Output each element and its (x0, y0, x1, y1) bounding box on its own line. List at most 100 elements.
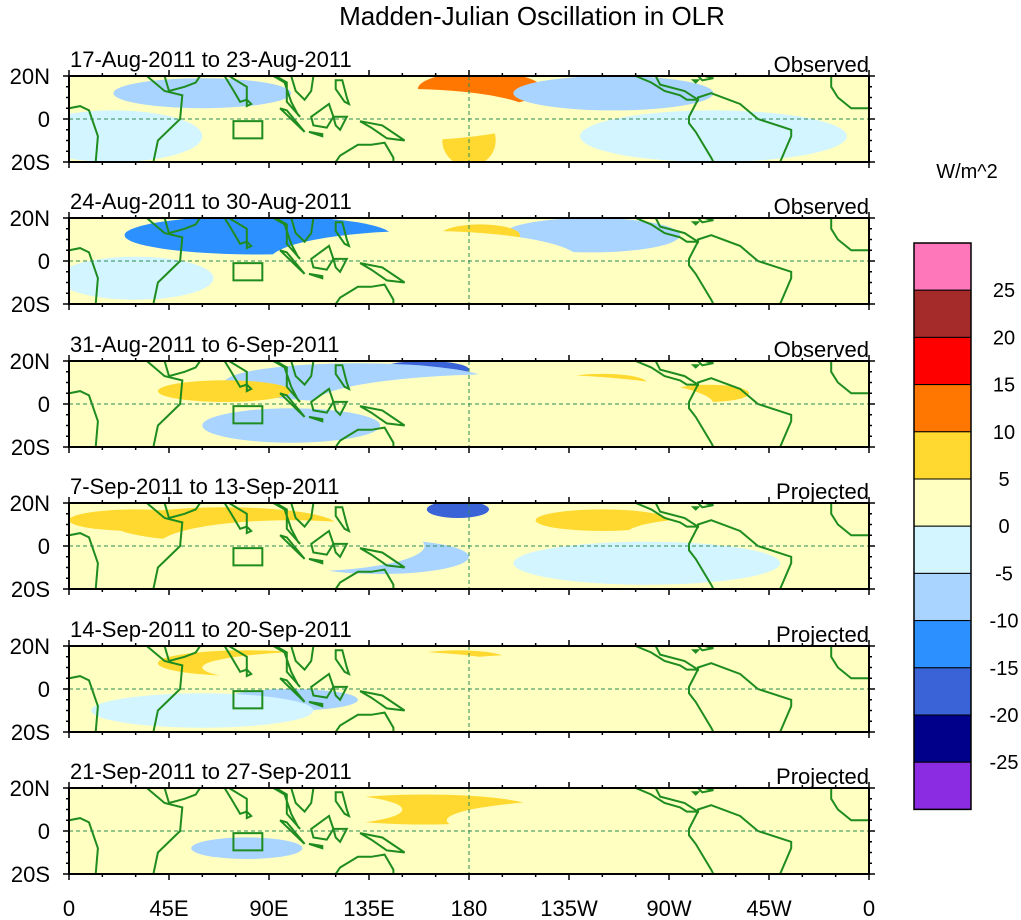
olr-field (69, 218, 869, 304)
coastline (696, 218, 714, 224)
lat-tick-label: 0 (38, 392, 50, 417)
coastline (279, 819, 306, 845)
region-box (232, 832, 264, 852)
coastline (264, 218, 301, 260)
region-box (232, 262, 264, 282)
lon-tick-label: 0 (863, 896, 875, 920)
coastline (635, 361, 793, 447)
anomaly-region (646, 261, 825, 304)
colorbar-level-label: 20 (993, 327, 1015, 349)
coastline (332, 827, 349, 844)
coastline (310, 529, 335, 556)
coastline (290, 361, 315, 387)
panel-4: 20N 0 20S 7-Sep-2011 to 13-Sep-2011 Projecte… (10, 474, 875, 602)
coastline (334, 791, 351, 818)
colorbar-level-label: -10 (990, 611, 1019, 633)
coastline (332, 257, 349, 274)
coastline (696, 361, 714, 367)
coastline (334, 283, 395, 304)
longitude-axis: 0 45E 90E 135E 180 135W 90W 45W 0 (63, 896, 875, 920)
coastline (279, 534, 306, 560)
panel-5: 20N 0 20S 14-Sep-2011 to 20-Sep-2011 Project… (10, 617, 875, 745)
panel-date-range: 7-Sep-2011 to 13-Sep-2011 (70, 474, 340, 499)
lat-tick-label: 0 (38, 107, 50, 132)
anomaly-region (180, 792, 403, 827)
coastline (359, 690, 406, 712)
coastline (332, 685, 349, 702)
coastline (830, 361, 869, 395)
panels: 20N 0 20S 17-Aug-2011 to 23-Aug-2011 Observe… (10, 47, 875, 887)
lon-tick-label: 90W (646, 896, 691, 920)
coastline (334, 649, 351, 676)
coastline (690, 649, 701, 654)
coastline (690, 79, 701, 84)
coastline (690, 506, 701, 511)
coastline (163, 646, 202, 663)
panel-6: 20N 0 20S 21-Sep-2011 to 27-Sep-2011 Project… (10, 759, 875, 887)
coastline (334, 853, 395, 874)
lon-tick-label: 180 (451, 896, 488, 920)
coastline (264, 646, 301, 688)
coastline (279, 677, 306, 703)
coastline (310, 102, 335, 129)
coastline (264, 788, 301, 830)
coastline (830, 218, 869, 252)
coastline (245, 239, 253, 250)
coastline (264, 503, 301, 545)
coastline (308, 415, 324, 423)
anomaly-region (513, 541, 781, 585)
colorbar-swatch (913, 667, 972, 716)
coastline (245, 382, 253, 393)
anomaly-region (426, 503, 489, 518)
coastline (220, 788, 248, 816)
colorbar-swatch (913, 242, 972, 291)
colorbar-level-label: 15 (993, 375, 1015, 397)
coastline (69, 788, 184, 874)
coastline (163, 218, 202, 235)
coastline (69, 503, 184, 589)
lat-tick-label: 0 (38, 534, 50, 559)
coastline (635, 76, 793, 162)
coastline (359, 120, 406, 142)
anomaly-region (91, 693, 314, 728)
lat-tick-label: 20N (10, 349, 50, 374)
coastline (334, 506, 351, 533)
anomaly-region (202, 408, 381, 443)
coastline (830, 646, 869, 680)
coastline (290, 646, 315, 672)
coastline (334, 426, 395, 447)
coastline (220, 76, 248, 103)
region-box (232, 547, 264, 567)
panel-1: 20N 0 20S 17-Aug-2011 to 23-Aug-2011 Observe… (10, 47, 875, 175)
coastline (308, 272, 324, 280)
coastline (220, 503, 248, 531)
lat-tick-label: 20N (10, 64, 50, 89)
anomaly-region (535, 509, 669, 531)
lon-tick-label: 135W (540, 896, 598, 920)
coastline (69, 218, 184, 304)
coastline (308, 700, 324, 708)
coastline (220, 646, 248, 674)
region-box (232, 405, 264, 425)
colorbar-frame (913, 242, 972, 811)
coastline (290, 76, 315, 102)
panel-status: Observed (774, 194, 869, 219)
anomaly-region (113, 78, 292, 109)
coastline (696, 76, 714, 82)
coastline (359, 547, 406, 569)
lat-tick-label: 20N (10, 634, 50, 659)
colorbar-level-label: -15 (990, 658, 1019, 680)
panel-status: Projected (776, 622, 869, 647)
coastline (279, 249, 306, 275)
coastline (163, 788, 202, 805)
colorbar-level-label: -25 (990, 752, 1019, 774)
anomaly-region (580, 110, 847, 162)
panel-status: Observed (774, 337, 869, 362)
colorbar-swatch (913, 572, 972, 622)
coastline (245, 809, 253, 820)
panel-date-range: 17-Aug-2011 to 23-Aug-2011 (70, 47, 352, 72)
coastline (279, 392, 306, 418)
coastline (245, 97, 253, 108)
lat-tick-label: 20S (11, 862, 50, 887)
colorbar-swatch (913, 478, 972, 527)
